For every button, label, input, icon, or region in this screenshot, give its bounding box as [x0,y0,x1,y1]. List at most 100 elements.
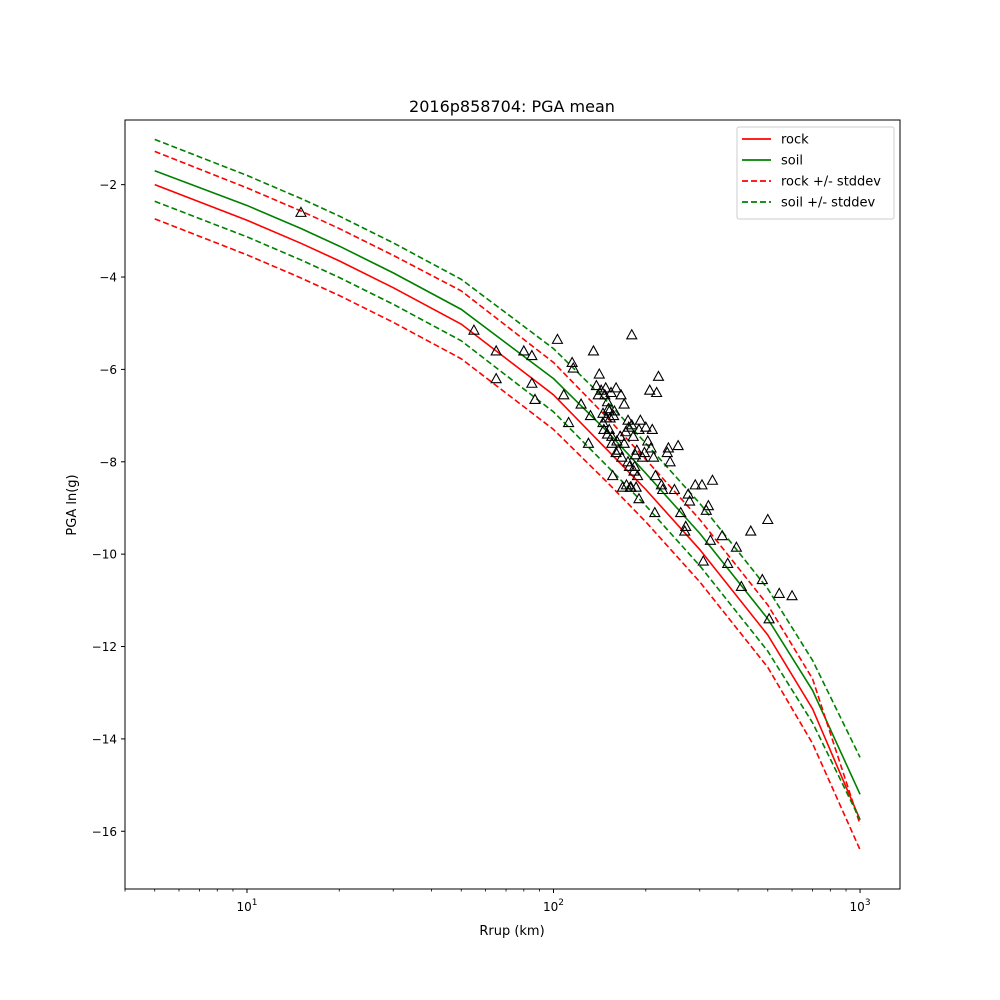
observation-marker-45 [615,451,628,462]
observation-marker-90 [679,520,692,531]
legend-box [736,126,895,220]
observation-marker-64 [630,444,643,455]
observation-marker-3 [490,372,503,384]
legend-label-2: rock +/- stddev [781,175,881,190]
observation-marker-25 [599,381,612,393]
observation-marker-109 [786,589,798,601]
y-tick-label-2: −6 [99,363,117,377]
observation-marker-76 [647,451,660,462]
observation-marker-71 [639,421,652,432]
observation-marker-52 [622,455,634,467]
observation-marker-14 [582,437,595,448]
observation-marker-12 [567,361,580,373]
chart-title: 2016p858704: PGA mean [409,97,615,116]
observation-marker-35 [605,430,618,441]
observation-marker-36 [606,469,619,481]
observation-marker-44 [615,388,627,400]
observation-marker-20 [595,384,608,395]
observation-marker-4 [517,344,530,356]
observation-marker-9 [557,388,570,400]
observation-marker-102 [730,541,743,552]
observation-marker-82 [656,483,669,495]
observation-marker-78 [649,469,662,481]
x-tick-label-1: 102 [543,898,564,914]
observation-marker-108 [773,587,786,598]
observation-marker-6 [525,377,538,388]
legend-label-3: soil +/- stddev [781,196,876,211]
observation-marker-92 [683,494,696,506]
observation-marker-5 [525,349,538,361]
observation-marker-104 [744,524,757,536]
observation-marker-58 [625,328,638,340]
series-line-soil-stddev-5 [154,200,861,821]
observation-marker-94 [696,478,708,490]
observation-marker-8 [551,333,564,344]
observation-marker-2 [490,344,503,356]
observation-marker-107 [763,612,776,624]
observation-marker-63 [630,481,643,492]
y-tick-label-0: −2 [99,178,117,192]
series-line-rock-stddev-2 [154,150,861,825]
observation-marker-48 [618,437,631,448]
series-line-rock-stddev-3 [154,218,861,851]
observation-marker-98 [704,534,717,545]
observation-marker-79 [650,386,663,398]
observation-marker-16 [587,344,600,356]
observation-marker-103 [735,580,748,592]
x-tick-label-2: 103 [850,898,871,914]
plot-area [154,138,861,851]
observation-marker-81 [655,478,668,490]
observation-marker-57 [625,418,638,430]
observation-marker-73 [643,384,656,395]
observation-marker-42 [612,444,625,455]
observation-marker-46 [616,481,629,492]
observation-marker-87 [672,439,685,451]
observation-marker-59 [627,430,640,441]
legend-label-0: rock [781,133,809,148]
observation-marker-93 [689,478,702,490]
observation-marker-32 [604,411,617,423]
y-tick-label-4: −10 [92,548,117,562]
observation-marker-34 [605,437,618,448]
y-axis-label: PGA ln(g) [65,474,80,535]
legend-label-1: soil [781,154,803,169]
series-line-rock-0 [154,183,861,821]
observation-marker-68 [634,414,647,425]
series-line-soil-1 [154,170,861,795]
observation-marker-74 [645,441,657,453]
observation-marker-40 [610,381,623,393]
observation-marker-61 [628,460,641,471]
axes-frame [124,119,901,890]
observation-marker-101 [721,557,734,568]
x-tick-label-0: 101 [236,898,257,914]
axes: 101 102 103 −2 −4 −6 −8 −10 −12 −14 −16 [92,119,901,914]
legend: rock soil rock +/- stddev soil +/- stddev [736,126,895,220]
observation-marker-97 [702,499,715,511]
observation-marker-30 [603,423,616,435]
plot-inner [154,138,861,851]
series-line-soil-stddev-4 [154,138,861,758]
observation-marker-84 [662,441,675,453]
y-tick-label-1: −4 [99,271,117,285]
observation-marker-99 [706,474,719,485]
observation-marker-0 [295,206,307,217]
observation-marker-67 [633,492,645,504]
observation-marker-72 [641,434,654,446]
observation-marker-80 [652,370,665,381]
y-tick-label-5: −12 [92,640,117,654]
observation-marker-19 [593,367,606,379]
observation-marker-95 [697,554,710,566]
observation-marker-86 [668,483,681,495]
observation-marker-85 [664,455,676,467]
y-tick-label-7: −16 [92,825,117,839]
observation-marker-7 [529,393,541,404]
y-tick-label-3: −8 [99,455,117,469]
observation-marker-75 [646,423,659,435]
observation-marker-39 [610,446,623,458]
observation-marker-15 [584,409,597,421]
observation-marker-53 [622,421,635,432]
observation-marker-105 [756,573,769,585]
observation-marker-77 [648,506,661,518]
x-axis-label: Rrup (km) [479,924,544,939]
